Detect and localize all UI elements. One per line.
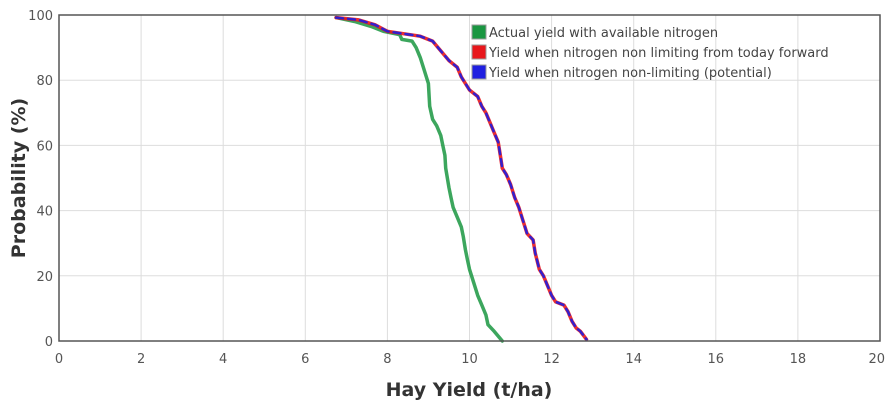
x-tick-label: 16 [708, 352, 725, 367]
legend-label-2: Yield when nitrogen non limiting from to… [488, 46, 829, 61]
x-tick-label: 12 [543, 352, 560, 367]
legend: Actual yield with available nitrogen Yiel… [471, 24, 829, 81]
plot-border [58, 14, 881, 342]
x-tick-label: 2 [137, 352, 145, 367]
legend-swatch-1 [471, 24, 487, 40]
x-tick-label: 0 [55, 352, 63, 367]
legend-swatch-3 [471, 64, 487, 80]
series-line-1 [334, 15, 505, 343]
y-tick-label: 60 [36, 139, 53, 154]
x-tick-label: 20 [868, 352, 885, 367]
legend-label-3: Yield when nitrogen non-limiting (potent… [488, 66, 772, 81]
x-tick-label: 4 [219, 352, 227, 367]
x-axis-title: Hay Yield (t/ha) [386, 379, 553, 401]
legend-label-1: Actual yield with available nitrogen [489, 26, 718, 41]
y-tick-labels: 0 20 40 60 80 100 [28, 9, 53, 350]
x-tick-label: 18 [790, 352, 807, 367]
y-tick-label: 0 [45, 335, 53, 350]
series-line-3 [334, 16, 588, 341]
series-lines [334, 15, 589, 343]
x-tick-labels: 0 2 4 6 8 10 12 14 16 18 20 [55, 352, 885, 367]
legend-swatch-2 [471, 44, 487, 60]
y-tick-label: 40 [36, 205, 53, 220]
y-tick-label: 80 [36, 74, 53, 89]
grid-lines [59, 15, 880, 341]
y-axis-title: Probability (%) [8, 98, 30, 258]
x-tick-label: 6 [301, 352, 309, 367]
x-tick-label: 8 [383, 352, 391, 367]
y-tick-label: 100 [28, 9, 53, 24]
x-tick-label: 14 [625, 352, 642, 367]
x-tick-label: 10 [461, 352, 478, 367]
y-tick-label: 20 [36, 270, 53, 285]
